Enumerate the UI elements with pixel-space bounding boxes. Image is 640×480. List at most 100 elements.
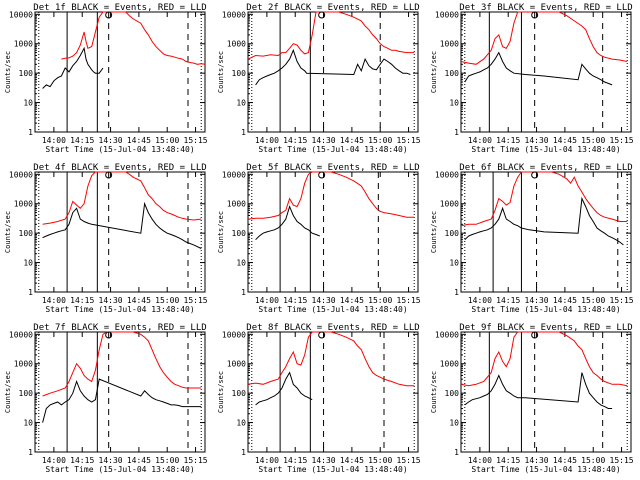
y-tick-label: 1: [241, 448, 246, 457]
y-axis-label: Counts/sec: [217, 51, 225, 93]
y-tick-label: 100: [19, 229, 34, 238]
plot-frame: [34, 171, 206, 293]
x-tick-label: 14:30: [99, 136, 123, 145]
y-tick-label: 100: [445, 389, 460, 398]
x-tick-label: 14:30: [99, 296, 123, 305]
y-tick-label: 100: [19, 389, 34, 398]
event-marker-circle: [318, 11, 326, 19]
plot-frame: [460, 331, 632, 453]
panel-title: Det_8f BLACK = Events, RED = LLD: [246, 323, 419, 333]
y-tick-label: 10000: [9, 170, 33, 179]
x-tick-label: 14:45: [553, 136, 577, 145]
x-tick-label: 14:30: [525, 136, 549, 145]
y-tick-label: 1: [241, 128, 246, 137]
event-marker-circle: [105, 171, 113, 179]
y-axis-label: Counts/sec: [217, 211, 225, 253]
event-marker-circle: [531, 331, 539, 339]
x-tick-label: 14:15: [283, 456, 307, 465]
detector-panel-3: Det_3f BLACK = Events, RED = LLD 1 10 100 10…: [430, 3, 634, 154]
y-tick-label: 1: [241, 288, 246, 297]
lld-series-line: [460, 171, 628, 227]
y-tick-label: 1: [28, 448, 33, 457]
x-tick-label: 15:00: [581, 296, 605, 305]
x-tick-label: 14:15: [496, 136, 520, 145]
x-tick-label: 14:30: [525, 456, 549, 465]
x-tick-label: 14:45: [553, 296, 577, 305]
y-tick-label: 1000: [14, 360, 33, 369]
y-tick-label: 10000: [435, 10, 459, 19]
x-tick-label: 15:15: [397, 136, 421, 145]
x-tick-label: 14:45: [340, 136, 364, 145]
y-tick-label: 100: [232, 389, 247, 398]
x-tick-label: 14:30: [312, 136, 336, 145]
x-tick-label: 14:00: [42, 456, 66, 465]
x-axis-label: Start Time (15-Jul-04 13:48:40): [258, 145, 407, 154]
lld-series-line: [247, 331, 415, 387]
x-tick-label: 15:15: [610, 456, 634, 465]
x-tick-label: 15:15: [184, 456, 208, 465]
events-series-line: [464, 51, 613, 86]
y-tick-label: 1: [454, 288, 459, 297]
y-tick-label: 1000: [14, 200, 33, 209]
x-tick-label: 15:15: [184, 136, 208, 145]
y-tick-label: 10000: [222, 10, 246, 19]
detector-panel-8: Det_8f BLACK = Events, RED = LLD 1 10 100 10…: [217, 323, 421, 474]
plot-frame: [247, 11, 419, 133]
x-tick-label: 14:15: [283, 296, 307, 305]
event-marker-circle: [531, 171, 539, 179]
x-tick-label: 15:00: [368, 296, 392, 305]
x-axis-label: Start Time (15-Jul-04 13:48:40): [471, 465, 620, 474]
y-tick-label: 10: [23, 259, 33, 268]
panel-title: Det_3f BLACK = Events, RED = LLD: [459, 3, 632, 13]
lld-series-line: [42, 171, 202, 225]
y-axis-label: Counts/sec: [430, 51, 438, 93]
y-tick-label: 1000: [227, 40, 246, 49]
x-axis-label: Start Time (15-Jul-04 13:48:40): [45, 465, 194, 474]
y-tick-label: 1: [454, 448, 459, 457]
x-tick-label: 15:00: [155, 296, 179, 305]
y-tick-label: 10000: [222, 330, 246, 339]
plot-frame: [34, 331, 206, 453]
x-tick-label: 14:45: [127, 296, 151, 305]
plot-frame: [460, 11, 632, 133]
events-series-line: [464, 372, 613, 409]
event-marker-circle: [531, 11, 539, 19]
x-axis-label: Start Time (15-Jul-04 13:48:40): [471, 305, 620, 314]
x-tick-label: 14:15: [496, 456, 520, 465]
x-axis-label: Start Time (15-Jul-04 13:48:40): [471, 145, 620, 154]
x-tick-label: 15:00: [581, 456, 605, 465]
y-tick-label: 10000: [9, 330, 33, 339]
y-axis-label: Counts/sec: [4, 211, 12, 253]
y-tick-label: 10000: [435, 170, 459, 179]
y-tick-label: 100: [445, 229, 460, 238]
y-axis-label: Counts/sec: [4, 371, 12, 413]
detector-panel-9: Det_9f BLACK = Events, RED = LLD 1 10 100 10…: [430, 323, 634, 474]
x-tick-label: 14:00: [468, 296, 492, 305]
y-tick-label: 1000: [227, 200, 246, 209]
x-tick-label: 14:15: [496, 296, 520, 305]
plot-frame: [247, 171, 419, 293]
y-axis-label: Counts/sec: [430, 371, 438, 413]
x-tick-label: 14:45: [127, 456, 151, 465]
panel-title: Det_2f BLACK = Events, RED = LLD: [246, 3, 419, 13]
panel-title: Det_5f BLACK = Events, RED = LLD: [246, 163, 419, 173]
y-tick-label: 100: [445, 69, 460, 78]
x-tick-label: 14:30: [312, 456, 336, 465]
y-tick-label: 1: [28, 288, 33, 297]
detector-panel-6: Det_6f BLACK = Events, RED = LLD 1 10 100 10…: [430, 163, 634, 314]
x-tick-label: 14:45: [340, 296, 364, 305]
x-axis-label: Start Time (15-Jul-04 13:48:40): [258, 465, 407, 474]
plot-frame: [247, 331, 419, 453]
lld-series-line: [247, 11, 415, 60]
events-series-line: [464, 196, 624, 246]
y-tick-label: 10: [236, 259, 246, 268]
detector-panel-4: Det_4f BLACK = Events, RED = LLD 1 10 100 10…: [4, 163, 208, 314]
x-tick-label: 14:00: [468, 456, 492, 465]
y-tick-label: 10: [23, 419, 33, 428]
y-tick-label: 100: [19, 69, 34, 78]
x-tick-label: 14:00: [255, 136, 279, 145]
x-tick-label: 14:45: [127, 136, 151, 145]
y-tick-label: 10000: [435, 330, 459, 339]
x-tick-label: 14:00: [255, 296, 279, 305]
